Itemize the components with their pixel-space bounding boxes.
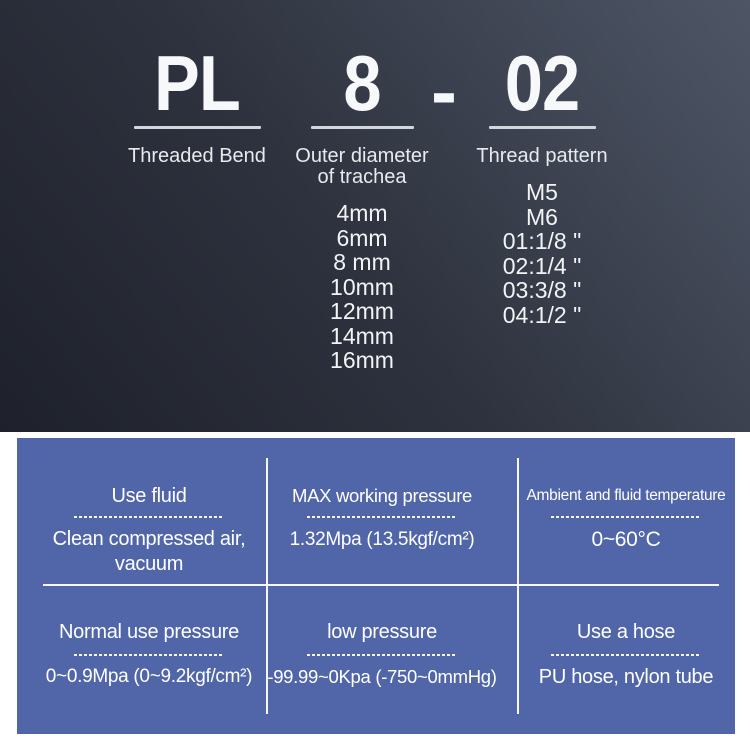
row-divider (43, 584, 719, 586)
spec-header: Normal use pressure (59, 621, 239, 643)
model-col-prefix: PL Threaded Bend (97, 44, 297, 167)
model-code-separator: - (431, 47, 457, 135)
model-col-thread: 02 Thread pattern M5 M6 01:1/8 " 02:1/4 … (442, 44, 642, 327)
model-code-prefix: PL (154, 39, 241, 127)
spec-cell-hose: Use a hose PU hose, nylon tube (517, 585, 735, 734)
model-col-size: 8 Outer diameter of trachea 4mm 6mm 8 mm… (262, 44, 462, 373)
model-code-size: 8 (343, 39, 381, 127)
spec-header: MAX working pressure (291, 485, 473, 506)
spec-header: low pressure (327, 621, 437, 643)
diameter-option: 14mm (330, 322, 394, 349)
thread-option: 02:1/4 " (502, 252, 582, 279)
diameter-option: 16mm (330, 347, 394, 373)
dashed-divider (551, 654, 701, 656)
spec-value: Clean compressed air, vacuum (53, 527, 246, 577)
spec-cell-normal-pressure: Normal use pressure 0~0.9Mpa (0~9.2kgf/c… (17, 585, 281, 734)
thread-option: 01:1/8 " (502, 228, 582, 254)
spec-cell-max-pressure: MAX working pressure 1.32Mpa (13.5kgf/cm… (257, 438, 507, 585)
spec-value: PU hose, nylon tube (538, 666, 714, 688)
column-divider (266, 458, 268, 585)
spec-value: -99.99~0Kpa (-750~0mmHg) (267, 666, 497, 687)
spec-value: 0~60°C (591, 528, 661, 551)
dashed-divider (307, 516, 457, 518)
model-breakdown-panel: PL Threaded Bend - 8 Outer diameter of t… (0, 0, 750, 432)
diameter-option: 4mm (336, 200, 388, 226)
column-divider (266, 585, 268, 714)
underline-size (310, 126, 414, 129)
spec-header: Ambient and fluid temperature (526, 487, 726, 504)
model-code-thread: 02 (504, 39, 580, 127)
thread-option: 04:1/2 " (502, 301, 582, 328)
underline-thread (488, 126, 596, 129)
spec-cell-use-fluid: Use fluid Clean compressed air, vacuum (17, 438, 281, 585)
dashed-divider (74, 654, 224, 656)
dashed-divider (551, 516, 701, 518)
dashed-divider (74, 516, 224, 518)
model-label-size-line2: of trachea (317, 166, 407, 188)
model-label-thread: Thread pattern (476, 145, 608, 167)
model-label-prefix: Threaded Bend (128, 145, 266, 167)
thread-option: M5 (526, 179, 558, 205)
underline-prefix (133, 126, 261, 129)
diameter-option: 10mm (330, 273, 394, 300)
spec-header: Use a hose (576, 621, 676, 643)
thread-option-list: M5 M6 01:1/8 " 02:1/4 " 03:3/8 " 04:1/2 … (442, 180, 642, 327)
spec-value-line: Clean compressed air, (52, 528, 246, 550)
spec-header: Use fluid (111, 485, 187, 507)
diameter-option: 12mm (330, 298, 394, 324)
spec-value: 1.32Mpa (13.5kgf/cm²) (289, 529, 475, 550)
spec-cell-low-pressure: low pressure -99.99~0Kpa (-750~0mmHg) (257, 585, 507, 734)
model-label-size-line1: Outer diameter (295, 145, 429, 167)
thread-option: M6 (526, 203, 558, 230)
model-label-size: Outer diameter of trachea (262, 146, 462, 188)
dashed-divider (307, 654, 457, 656)
spec-value-line: vacuum (114, 553, 184, 575)
spec-cell-temperature: Ambient and fluid temperature 0~60°C (517, 438, 735, 585)
diameter-option: 8 mm (333, 249, 391, 275)
spec-value: 0~0.9Mpa (0~9.2kgf/cm²) (45, 666, 253, 687)
diameter-option: 6mm (336, 224, 388, 251)
thread-option: 03:3/8 " (502, 277, 582, 303)
spec-table: Use fluid Clean compressed air, vacuum M… (17, 438, 735, 734)
column-divider (517, 585, 519, 714)
diameter-option-list: 4mm 6mm 8 mm 10mm 12mm 14mm 16mm (262, 201, 462, 373)
column-divider (517, 458, 519, 585)
